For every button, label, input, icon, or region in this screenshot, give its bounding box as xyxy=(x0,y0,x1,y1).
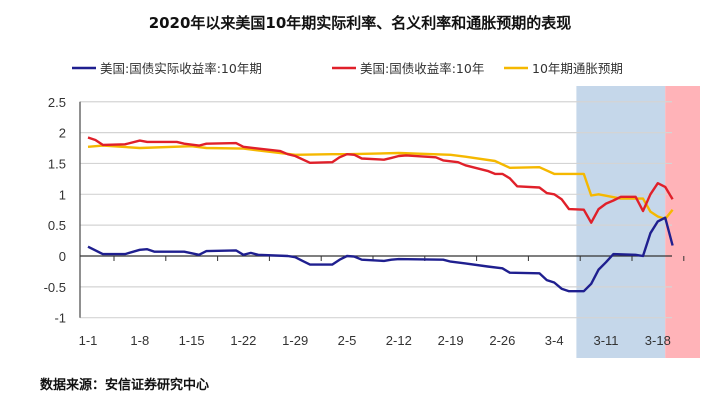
x-tick-label: 2-12 xyxy=(386,333,412,348)
source-note: 数据来源：安信证券研究中心 xyxy=(40,378,210,393)
chart-title: 2020年以来美国10年期实际利率、名义利率和通胀预期的表现 xyxy=(148,14,572,32)
y-tick-label: -0.5 xyxy=(44,280,66,295)
series-line xyxy=(87,144,674,221)
y-tick-label: 0 xyxy=(59,249,66,264)
y-tick-label: 2.5 xyxy=(48,95,66,110)
x-tick-label: 1-15 xyxy=(179,333,205,348)
y-tick-label: 1.5 xyxy=(48,156,66,171)
x-tick-label: 2-19 xyxy=(438,333,464,348)
y-tick-label: -1 xyxy=(54,311,66,326)
x-tick-label: 3-18 xyxy=(645,333,671,348)
x-tick-label: 3-4 xyxy=(545,333,564,348)
x-tick-label: 2-26 xyxy=(489,333,515,348)
x-tick-label: 1-1 xyxy=(79,333,98,348)
shaded-region xyxy=(665,86,700,358)
y-tick-label: 1 xyxy=(59,187,66,202)
series-line xyxy=(87,216,674,293)
y-tick-label: 2 xyxy=(59,126,66,141)
x-tick-label: 3-11 xyxy=(593,333,618,348)
legend-label: 美国:国债实际收益率:10年期 xyxy=(100,61,262,76)
legend-label: 美国:国债收益率:10年 xyxy=(360,61,484,76)
x-tick-label: 1-22 xyxy=(230,333,256,348)
y-tick-label: 0.5 xyxy=(48,218,66,233)
series-line xyxy=(87,136,674,224)
x-tick-label: 1-8 xyxy=(130,333,149,348)
x-tick-label: 2-5 xyxy=(338,333,357,348)
x-tick-label: 1-29 xyxy=(282,333,308,348)
legend-label: 10年期通胀预期 xyxy=(532,61,623,76)
